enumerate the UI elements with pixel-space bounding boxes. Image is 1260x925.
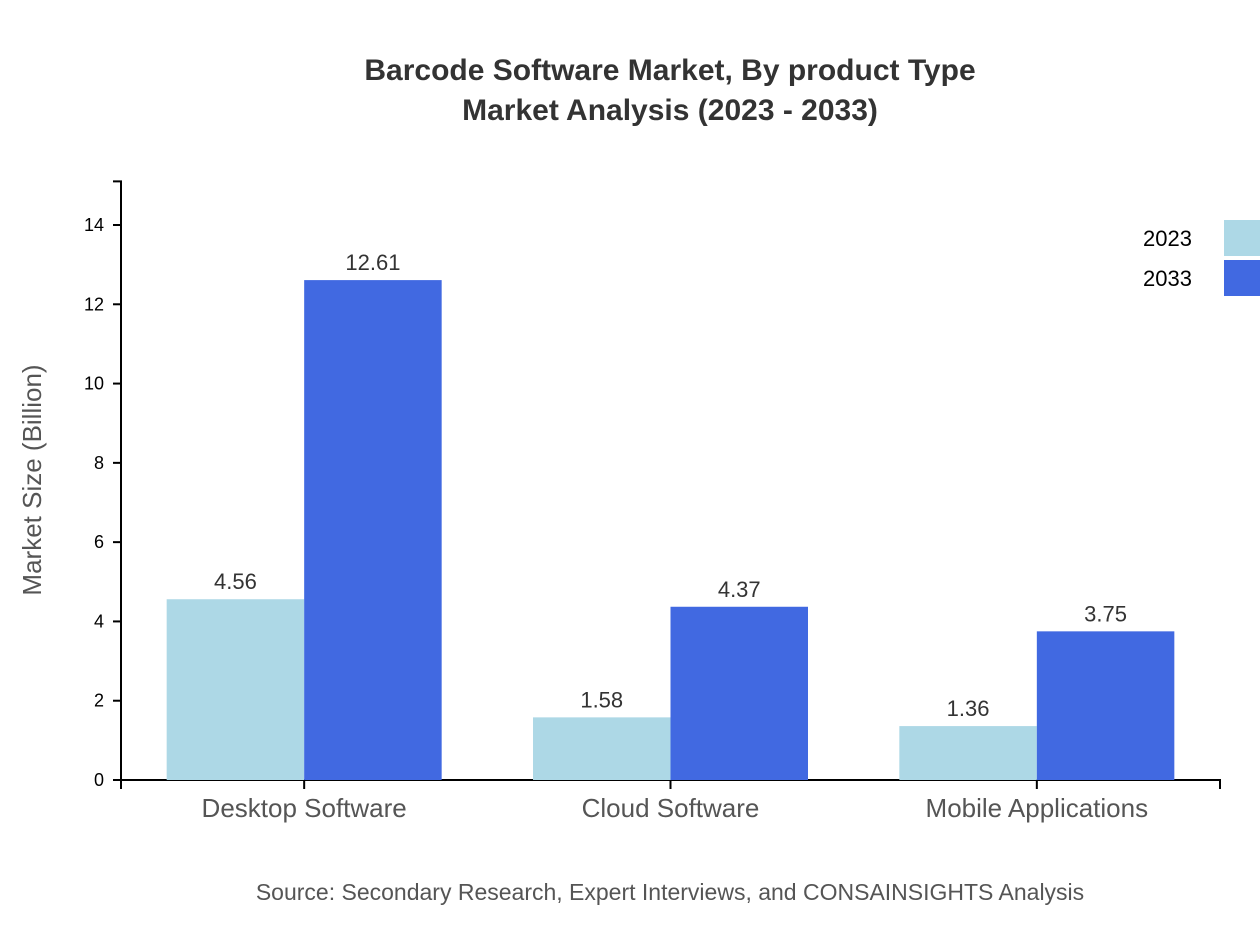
y-tick-label: 4	[94, 611, 104, 631]
data-label: 1.36	[947, 696, 990, 721]
bar-2023	[899, 726, 1037, 780]
data-label: 12.61	[345, 250, 400, 275]
chart-subtitle: Market Analysis (2023 - 2033)	[462, 94, 878, 127]
y-tick-label: 10	[84, 374, 104, 394]
y-tick-label: 12	[84, 294, 104, 314]
x-tick-label: Mobile Applications	[926, 793, 1149, 823]
bar-2033	[670, 606, 808, 780]
legend-label: 2023	[1143, 226, 1192, 251]
source-note: Source: Secondary Research, Expert Inter…	[256, 879, 1084, 905]
y-tick-label: 0	[94, 770, 104, 790]
data-label: 3.75	[1084, 601, 1127, 626]
y-tick-label: 2	[94, 691, 104, 711]
y-axis-label: Market Size (Billion)	[17, 364, 47, 595]
x-tick-label: Cloud Software	[582, 793, 760, 823]
data-label: 4.37	[718, 577, 761, 602]
y-tick-label: 14	[84, 215, 104, 235]
bar-2023	[533, 717, 671, 780]
y-tick-label: 8	[94, 453, 104, 473]
y-tick-label: 6	[94, 532, 104, 552]
y-axis-line	[113, 180, 122, 780]
bar-2033	[304, 280, 442, 780]
data-label: 1.58	[580, 687, 623, 712]
legend-swatch-2033	[1224, 260, 1260, 296]
chart-title: Barcode Software Market, By product Type	[364, 54, 975, 87]
data-label: 4.56	[214, 569, 257, 594]
bar-2033	[1036, 631, 1175, 780]
legend-label: 2033	[1143, 266, 1192, 291]
x-tick-label: Desktop Software	[202, 793, 407, 823]
bar-2023	[166, 599, 305, 780]
legend-swatch-2023	[1224, 220, 1260, 256]
